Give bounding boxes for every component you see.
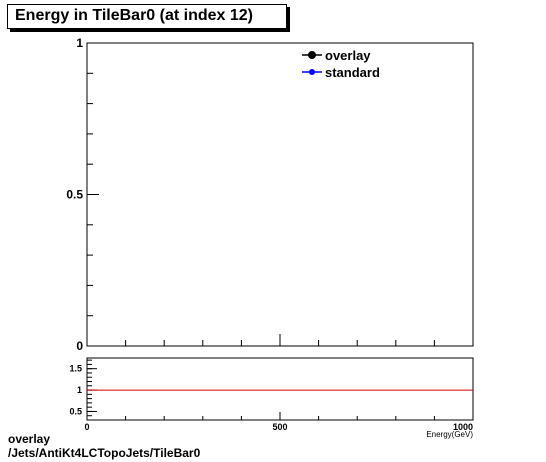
ratio-y-tick-label: 1 xyxy=(77,385,82,395)
ratio-x-tick-label: 500 xyxy=(272,422,287,432)
legend-marker-overlay xyxy=(308,51,316,59)
ratio-y-tick-label: 1.5 xyxy=(69,364,82,374)
legend-label-overlay: overlay xyxy=(325,48,371,63)
ratio-plot-frame xyxy=(86,357,474,421)
ratio-x-tick-label: 1000 xyxy=(453,422,473,432)
legend-label-standard: standard xyxy=(325,65,380,80)
footer-line-2: /Jets/AntiKt4LCTopoJets/TileBar0 xyxy=(8,446,201,460)
main-y-tick-label: 0 xyxy=(76,339,83,353)
legend-marker-standard xyxy=(309,69,315,75)
chart-title: Energy in TileBar0 (at index 12) xyxy=(15,7,254,24)
ratio-y-tick-label: 0.5 xyxy=(69,406,82,416)
ratio-x-axis-label: Energy(GeV) xyxy=(426,430,473,439)
ratio-x-tick-label: 0 xyxy=(84,422,89,432)
chart-title-box: Energy in TileBar0 (at index 12) xyxy=(7,4,287,29)
footer-line-1: overlay xyxy=(8,432,51,446)
main-plot-frame xyxy=(86,42,474,347)
main-y-tick-label: 1 xyxy=(76,36,83,50)
main-y-tick-label: 0.5 xyxy=(66,188,83,202)
